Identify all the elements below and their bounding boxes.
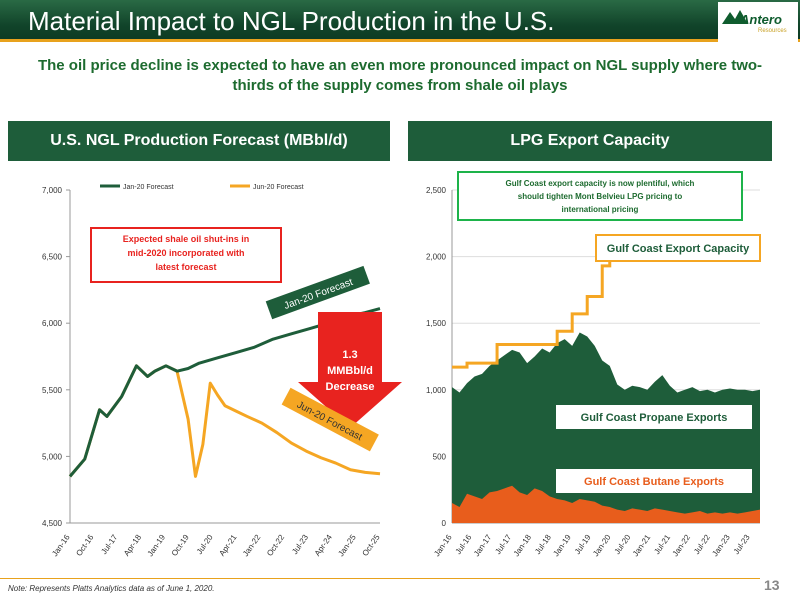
jan20-label-box bbox=[265, 265, 370, 320]
right-x-tick-label: Jan-17 bbox=[472, 533, 494, 559]
page-title: Material Impact to NGL Production in the… bbox=[28, 6, 555, 36]
shut-in-callout-box bbox=[90, 227, 282, 283]
page-number: 13 bbox=[764, 577, 780, 593]
butane-label-box bbox=[556, 469, 752, 493]
decrease-arrow bbox=[298, 312, 402, 428]
left-y-tick-label: 6,500 bbox=[42, 253, 63, 262]
right-x-tick-label: Jan-21 bbox=[631, 533, 653, 559]
left-x-tick-label: Jul-20 bbox=[195, 533, 215, 556]
right-x-tick-label: Jul-22 bbox=[692, 533, 712, 556]
slide-subtitle: The oil price decline is expected to hav… bbox=[37, 57, 763, 94]
legend-label-jan20: Jan-20 Forecast bbox=[123, 184, 174, 191]
right-x-tick-label: Jan-16 bbox=[432, 533, 454, 559]
decrease-value-text: 1.3 bbox=[342, 349, 357, 361]
footer-divider bbox=[0, 578, 760, 579]
left-y-tick-label: 4,500 bbox=[42, 519, 63, 528]
left-x-tick-label: Oct-22 bbox=[265, 533, 286, 558]
left-y-tick-label: 7,000 bbox=[42, 186, 63, 195]
export-capacity-callout-text: Gulf Coast export capacity is now plenti… bbox=[506, 179, 695, 188]
right-x-tick-label: Jul-20 bbox=[613, 533, 633, 556]
right-x-tick-label: Jul-23 bbox=[732, 533, 752, 556]
propane-label-box bbox=[556, 405, 752, 429]
shut-in-callout-text: latest forecast bbox=[155, 262, 216, 272]
right-x-tick-label: Jul-17 bbox=[493, 533, 513, 556]
left-x-tick-label: Jan-16 bbox=[50, 533, 72, 559]
decrease-word-text: Decrease bbox=[326, 381, 375, 393]
shut-in-callout-text: Expected shale oil shut-ins in bbox=[123, 234, 250, 244]
right-x-tick-label: Jan-22 bbox=[671, 533, 693, 559]
left-x-tick-label: Jan-25 bbox=[336, 533, 358, 559]
left-x-tick-label: Oct-19 bbox=[170, 533, 191, 558]
left-chart-title: U.S. NGL Production Forecast (MBbl/d) bbox=[8, 121, 390, 161]
left-y-tick-label: 5,000 bbox=[42, 452, 63, 461]
right-x-tick-label: Jul-21 bbox=[652, 533, 672, 556]
decrease-unit-text: MMBbl/d bbox=[327, 365, 373, 377]
title-underline bbox=[0, 39, 800, 42]
left-x-tick-label: Jan-22 bbox=[241, 533, 263, 559]
export-capacity-line bbox=[452, 247, 760, 369]
butane-exports-area bbox=[452, 485, 760, 523]
export-capacity-callout-text: international pricing bbox=[562, 205, 639, 214]
footnote: Note: Represents Platts Analytics data a… bbox=[8, 584, 215, 593]
legend-label-jun20: Jun-20 Forecast bbox=[253, 184, 304, 191]
right-chart-title: LPG Export Capacity bbox=[408, 121, 772, 161]
left-legend: Jan-20 Forecast Jun-20 Forecast bbox=[100, 184, 304, 191]
capacity-label-box bbox=[595, 234, 761, 262]
logo-text: Antero bbox=[740, 12, 782, 27]
export-capacity-callout-text: should tighten Mont Belvieu LPG pricing … bbox=[518, 192, 683, 201]
shut-in-callout-text: mid-2020 incorporated with bbox=[127, 248, 244, 258]
left-x-tick-label: Apr-24 bbox=[313, 533, 334, 558]
title-bar: Material Impact to NGL Production in the… bbox=[0, 0, 800, 42]
right-y-tick-label: 0 bbox=[442, 519, 447, 528]
right-y-tick-label: 2,500 bbox=[426, 186, 447, 195]
left-y-tick-label: 5,500 bbox=[42, 386, 63, 395]
left-x-tick-label: Jan-19 bbox=[146, 533, 168, 559]
right-x-tick-label: Jan-20 bbox=[591, 533, 613, 559]
right-x-tick-label: Jul-16 bbox=[454, 533, 474, 556]
left-x-tick-label: Oct-25 bbox=[360, 533, 381, 558]
propane-label-text: Gulf Coast Propane Exports bbox=[581, 412, 728, 424]
right-x-tick-label: Jul-18 bbox=[533, 533, 553, 556]
company-logo: Antero Resources bbox=[718, 2, 798, 44]
mountain-logo-icon bbox=[722, 10, 748, 24]
export-capacity-callout-box bbox=[457, 171, 743, 221]
right-x-tick-label: Jul-19 bbox=[573, 533, 593, 556]
left-x-tick-label: Jul-17 bbox=[99, 533, 119, 556]
decrease-annotation: 1.3 MMBbl/d Decrease bbox=[0, 0, 11, 1]
butane-label-text: Gulf Coast Butane Exports bbox=[584, 476, 724, 488]
left-x-tick-label: Oct-16 bbox=[74, 533, 95, 558]
left-y-tick-label: 6,000 bbox=[42, 319, 63, 328]
jun20-label-box bbox=[281, 387, 379, 452]
left-x-tick-label: Apr-18 bbox=[122, 533, 143, 558]
logo-sub-text: Resources bbox=[758, 28, 787, 34]
right-x-tick-label: Jan-19 bbox=[551, 533, 573, 559]
right-y-tick-label: 2,000 bbox=[426, 253, 447, 262]
left-x-tick-label: Jul-23 bbox=[290, 533, 310, 556]
right-x-tick-label: Jan-23 bbox=[710, 533, 732, 559]
capacity-label-text: Gulf Coast Export Capacity bbox=[607, 243, 750, 255]
right-x-tick-label: Jan-18 bbox=[512, 533, 534, 559]
left-x-tick-label: Apr-21 bbox=[217, 533, 238, 558]
right-y-tick-label: 500 bbox=[433, 452, 447, 461]
right-y-tick-label: 1,500 bbox=[426, 319, 447, 328]
right-y-tick-label: 1,000 bbox=[426, 386, 447, 395]
